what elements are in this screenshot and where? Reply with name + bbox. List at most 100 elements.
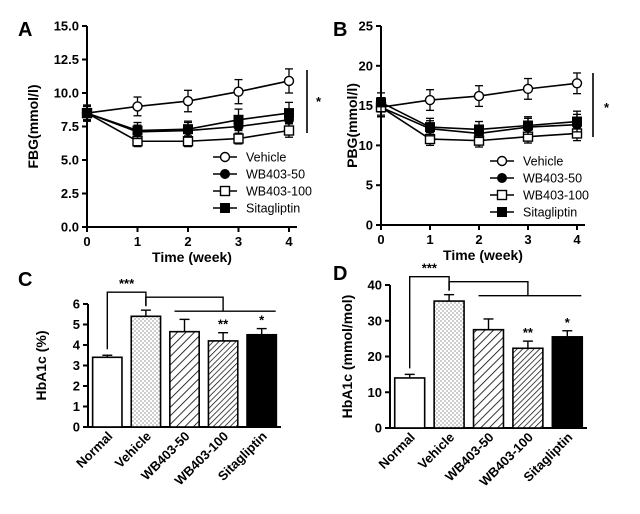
y-tick-label: 4 <box>73 338 81 353</box>
bracket-label: *** <box>422 261 438 276</box>
legend-label: WB403-50 <box>523 172 582 186</box>
bar-significance-label: ** <box>218 317 229 332</box>
bar-significance-label: * <box>565 315 571 330</box>
data-point <box>183 124 193 135</box>
legend-marker <box>496 189 508 201</box>
y-tick-label: 0 <box>73 420 80 435</box>
data-point <box>425 122 435 133</box>
x-tick-label: Normal <box>376 430 418 472</box>
bar-wb403-100 <box>512 347 544 429</box>
y-tick-label: 0.0 <box>61 220 79 235</box>
legend-marker <box>497 173 507 183</box>
data-point <box>473 90 485 102</box>
panel-letter: C <box>18 269 32 291</box>
series-wb403-100 <box>81 105 295 148</box>
data-point <box>132 101 143 112</box>
legend-label: Vehicle <box>246 151 286 165</box>
y-tick-label: 30 <box>368 313 382 328</box>
panel-b: B 0 5 10 15 20 25 0 1 2 3 4 Time (week) PBG(mmol/l) Ve… <box>333 19 610 264</box>
data-point <box>233 114 244 125</box>
data-point <box>182 95 194 107</box>
bar-wb403-50 <box>472 328 505 429</box>
legend-marker <box>497 207 507 217</box>
legend-label: WB403-100 <box>523 189 589 203</box>
y-axis-label: HbA1c (%) <box>33 330 49 400</box>
y-tick-label: 15.0 <box>54 19 79 34</box>
y-tick-label: 0 <box>366 218 373 233</box>
data-point <box>474 124 484 135</box>
y-tick-label: 2 <box>73 379 80 394</box>
x-tick-label: 4 <box>285 234 293 249</box>
y-tick-label: 12.5 <box>54 52 79 67</box>
panel-a: A 0.0 2.5 5.0 7.5 10.0 12.5 15.0 0 1 2 3 4 Time (week… <box>18 19 322 266</box>
y-tick-label: 15 <box>359 98 373 113</box>
y-axis-label: PBG(mmol/l) <box>344 83 360 168</box>
legend-label: Sitagliptin <box>246 202 300 216</box>
series-sitagliptin <box>376 92 582 139</box>
legend-label: Sitagliptin <box>523 206 577 220</box>
bar-wb403-50 <box>169 330 200 428</box>
panel-letter: A <box>18 19 32 41</box>
bar-wb403-100 <box>207 340 239 428</box>
y-axis-label: HbA1c (mmol/mol) <box>339 295 355 419</box>
data-point <box>82 108 92 119</box>
bar-significance-label: * <box>259 313 265 328</box>
series-vehicle <box>81 68 295 122</box>
x-axis-label: Time (week) <box>152 249 232 265</box>
data-point <box>233 133 244 144</box>
y-tick-label: 5.0 <box>61 153 79 168</box>
y-tick-label: 5 <box>73 317 80 332</box>
legend-marker <box>219 185 231 197</box>
comparison-bracket <box>145 296 224 312</box>
significance-star: * <box>316 94 322 109</box>
y-tick-label: 25 <box>359 19 373 34</box>
data-point <box>132 125 143 136</box>
comparison-bracket <box>448 280 529 296</box>
data-point <box>376 97 386 108</box>
data-point <box>284 108 294 119</box>
y-tick-label: 6 <box>73 297 80 312</box>
y-axis-label: FBG(mmol/l) <box>25 85 41 169</box>
y-tick-label: 3 <box>73 358 80 373</box>
x-tick-label: 4 <box>573 232 581 247</box>
y-tick-label: 20 <box>359 58 373 73</box>
x-tick-label: 3 <box>524 232 531 247</box>
bar-significance-label: ** <box>523 325 534 340</box>
x-tick-label: 3 <box>235 234 242 249</box>
y-tick-label: 2.5 <box>61 186 79 201</box>
bar-normal <box>91 356 123 428</box>
legend-label: Vehicle <box>523 155 563 169</box>
legend-marker <box>219 151 231 163</box>
data-point <box>572 116 582 127</box>
data-point <box>424 94 436 106</box>
data-point <box>571 78 583 89</box>
bar-sitagliptin <box>551 336 584 429</box>
bar-vehicle <box>433 300 465 429</box>
x-tick-label: 0 <box>377 232 384 247</box>
panel-letter: D <box>333 263 347 285</box>
y-tick-label: 20 <box>368 349 382 364</box>
legend-marker <box>496 155 508 167</box>
data-point <box>182 136 194 147</box>
x-axis-label: Time (week) <box>443 247 523 263</box>
y-tick-label: 1 <box>73 399 80 414</box>
panel-letter: B <box>333 19 347 41</box>
data-point <box>233 86 244 97</box>
significance-star: * <box>604 100 610 115</box>
legend-label: WB403-100 <box>246 185 312 199</box>
legend: Vehicle WB403-50 WB403-100 Sitagliptin <box>213 151 312 216</box>
data-point <box>523 120 533 131</box>
data-point <box>522 83 534 95</box>
legend: Vehicle WB403-50 WB403-100 Sitagliptin <box>490 155 589 220</box>
y-tick-label: 7.5 <box>61 119 79 134</box>
bracket-label: *** <box>119 276 135 291</box>
y-tick-label: 0 <box>375 421 382 436</box>
y-tick-label: 40 <box>368 278 382 293</box>
x-tick-label: 0 <box>83 234 90 249</box>
data-point <box>283 75 295 87</box>
bar-sitagliptin <box>246 333 278 428</box>
legend-label: WB403-50 <box>246 168 305 182</box>
x-tick-label: 2 <box>184 234 191 249</box>
